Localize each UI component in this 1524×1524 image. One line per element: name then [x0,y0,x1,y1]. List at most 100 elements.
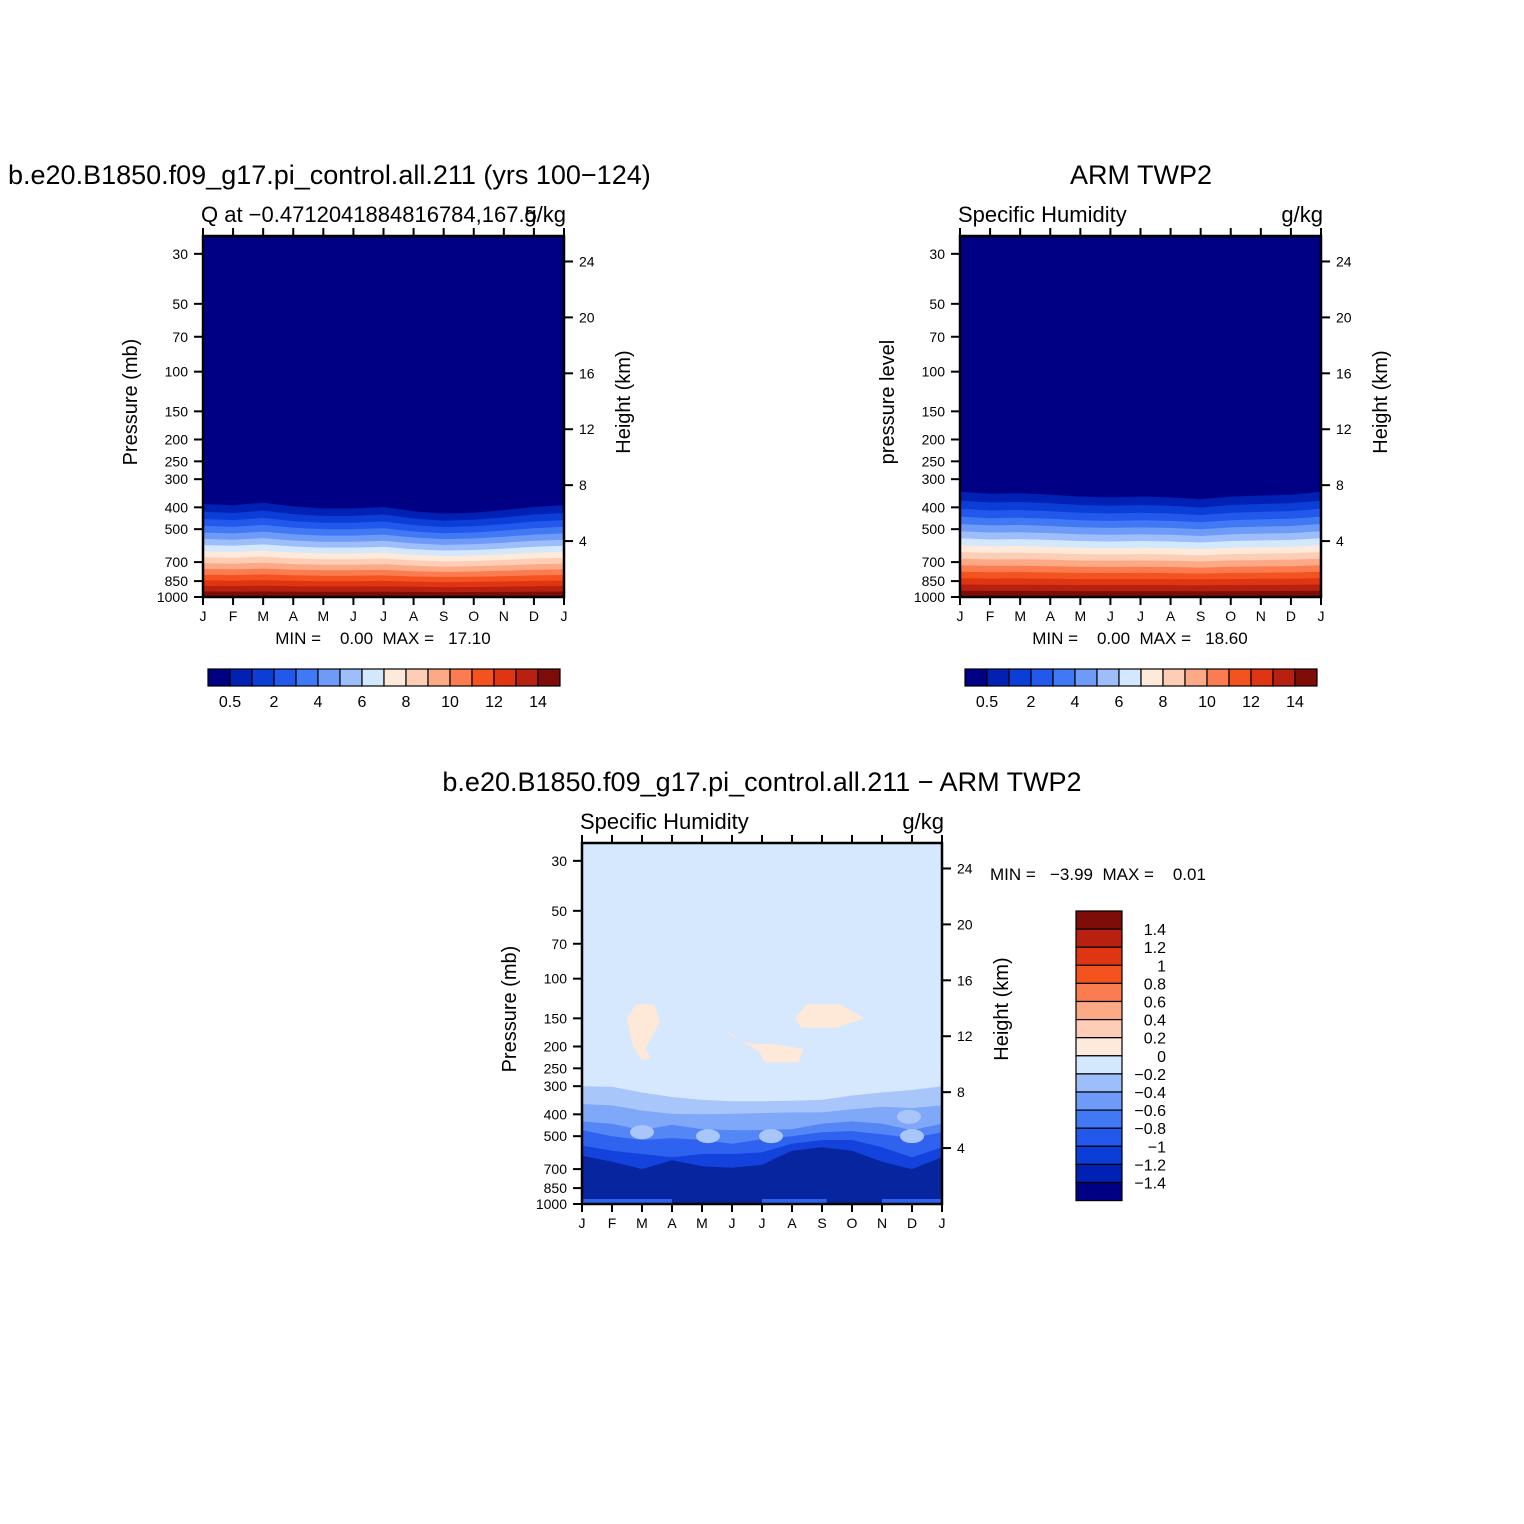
y-right-tick-label: 12 [1336,421,1352,437]
colorbar-swatch [1075,1163,1123,1184]
y-axis-label: pressure level [877,340,899,465]
y-tick-label: 850 [922,573,946,589]
x-tick-label: D [529,608,539,624]
y-axis-label: Pressure (mb) [120,339,142,466]
colorbar-swatch [1075,1000,1123,1021]
y-tick-label: 200 [165,431,189,447]
y-tick-label: 50 [929,296,945,312]
colorbar-swatch [1075,1055,1123,1075]
y-tick-label: 200 [544,1038,568,1054]
colorbar-swatch [1075,1109,1123,1129]
colorbar-swatch [339,668,363,687]
panel-1: J F M A M J J A S O N D J 30 50 70 100 150 200 250 300 400 500… [877,160,1392,648]
min-max-stats: MIN = −3.99 MAX = 0.01 [990,865,1206,884]
chart-title: b.e20.B1850.f09_g17.pi_control.all.211 −… [442,767,1081,797]
x-tick-label: F [986,608,995,624]
contour-band [897,1109,921,1124]
colorbar-label: 10 [441,694,459,711]
x-tick-label: D [907,1215,917,1231]
y-right-tick-label: 12 [957,1028,973,1044]
x-tick-label: A [787,1215,797,1231]
colorbar-label: 0.5 [976,694,998,711]
colorbar-label: 0.8 [1144,976,1166,993]
colorbar-swatch [537,668,561,687]
y-tick-label: 150 [165,403,189,419]
colorbar-swatch [449,668,473,687]
colorbar-swatch [361,668,385,687]
contour-band [723,1027,804,1063]
y-tick-label: 400 [165,499,189,515]
chart-subtitle-right: g/kg [1281,202,1323,227]
x-tick-label: J [759,1215,766,1231]
colorbar-swatch [986,668,1010,687]
y-tick-label: 70 [929,329,945,345]
y-right-tick-label: 24 [957,860,973,876]
x-tick-label: O [468,608,479,624]
colorbar-label: 4 [314,694,323,711]
colorbar-label: 10 [1198,694,1216,711]
y-tick-label: 300 [544,1078,568,1094]
x-tick-label: S [1196,608,1205,624]
x-tick-label: N [1256,608,1266,624]
contour-band [960,590,1321,597]
x-tick-label: J [380,608,387,624]
y-right-tick-label: 12 [579,421,595,437]
colorbar-label: 2 [270,694,279,711]
colorbar-0: 0.5 2 4 6 8 10 12 14 [207,668,561,711]
colorbar-label: 8 [402,694,411,711]
y-right-tick-label: 24 [579,253,595,269]
contour-band [630,1125,654,1140]
colorbar-swatch [493,668,517,687]
colorbar-swatch [1008,668,1032,687]
colorbar-label: 1.4 [1144,922,1166,939]
y-right-tick-label: 16 [1336,365,1352,381]
y-tick-label: 850 [165,573,189,589]
contour-band [582,1147,942,1204]
x-tick-label: J [957,608,964,624]
y-right-tick-label: 8 [957,1084,965,1100]
y-right-tick-label: 4 [1336,533,1344,549]
x-tick-label: J [729,1215,736,1231]
colorbar-swatch [1075,946,1123,966]
x-tick-label: F [229,608,238,624]
colorbar-swatch [1075,1127,1123,1147]
y-tick-label: 1000 [157,589,188,605]
colorbar-swatch [1206,668,1230,687]
x-tick-label: J [579,1215,586,1231]
colorbar-swatch [1030,668,1054,687]
y-tick-label: 500 [165,521,189,537]
x-tick-label: J [200,608,207,624]
colorbar-label: 6 [358,694,367,711]
colorbar-swatch [1075,1037,1123,1057]
colorbar-swatch [1052,668,1076,687]
colorbar-swatch [317,668,341,687]
y-right-tick-label: 20 [579,309,595,325]
y-right-tick-label: 20 [957,916,973,932]
y-tick-label: 50 [551,903,567,919]
colorbar-swatch [1140,668,1164,687]
x-tick-label: N [877,1215,887,1231]
colorbar-swatch [471,668,495,687]
chart-subtitle-right: g/kg [902,809,944,834]
chart-subtitle-left: Specific Humidity [958,202,1127,227]
colorbar-label: −0.6 [1134,1103,1166,1120]
x-tick-label: J [1107,608,1114,624]
y-tick-label: 1000 [914,589,945,605]
y-tick-label: 250 [544,1060,568,1076]
chart-subtitle-left: Specific Humidity [580,809,749,834]
x-tick-label: A [289,608,299,624]
x-tick-label: D [1286,608,1296,624]
y-tick-label: 30 [551,853,567,869]
y-axis-label: Pressure (mb) [499,946,521,1073]
y-tick-label: 700 [165,554,189,570]
colorbar-swatch [251,668,275,687]
x-tick-label: M [257,608,269,624]
x-tick-label: A [667,1215,677,1231]
colorbar-label: 6 [1115,694,1124,711]
colorbar-swatch [1075,1018,1123,1039]
colorbar-swatch [1184,668,1208,687]
y-tick-label: 1000 [536,1196,567,1212]
colorbar-swatch [1162,668,1186,687]
y-tick-label: 100 [544,971,568,987]
